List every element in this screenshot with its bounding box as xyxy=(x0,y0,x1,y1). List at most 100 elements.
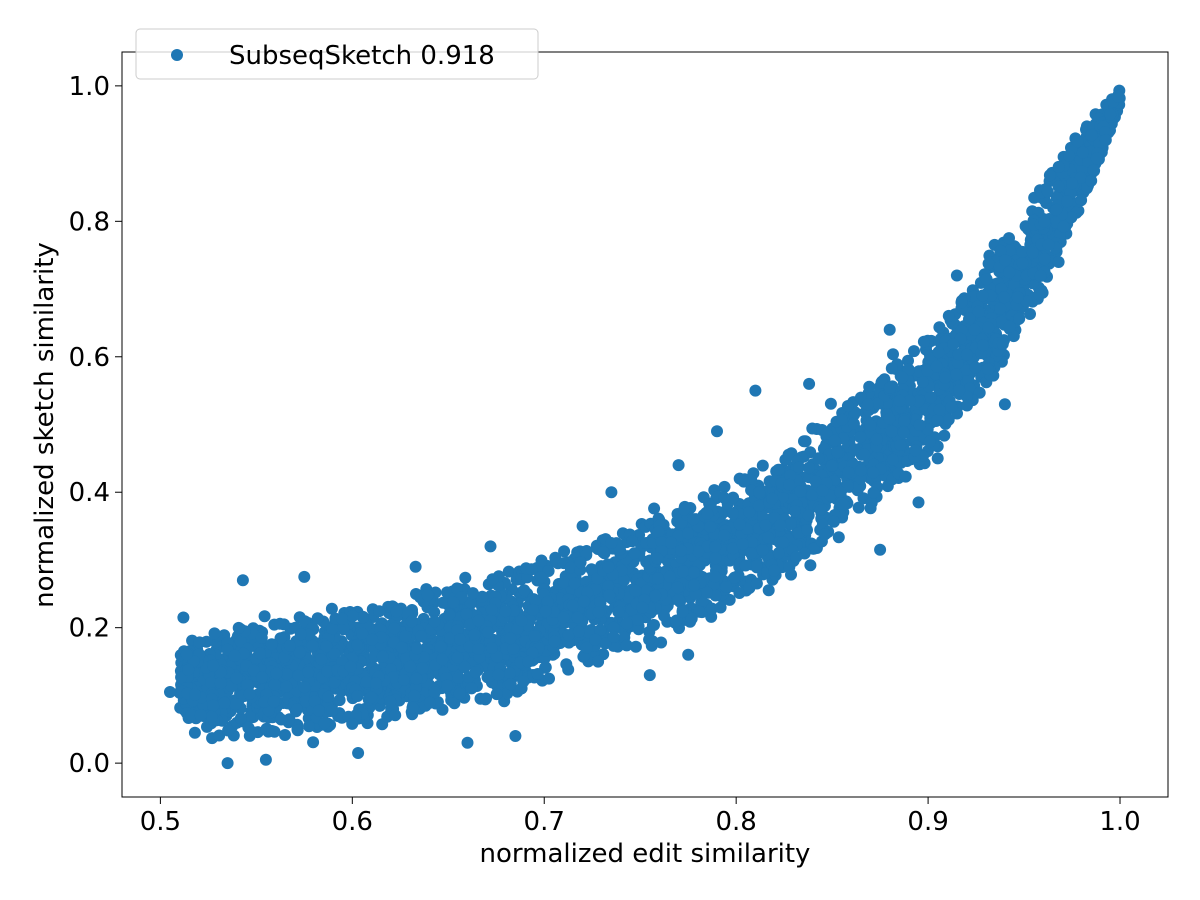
x-tick-label: 0.6 xyxy=(332,807,373,837)
y-tick-label: 0.0 xyxy=(69,749,110,779)
scatter-point xyxy=(469,666,482,679)
scatter-point xyxy=(404,660,417,673)
scatter-point xyxy=(1057,220,1070,233)
scatter-point xyxy=(912,496,925,509)
scatter-point xyxy=(794,485,807,498)
scatter-point xyxy=(1071,135,1084,148)
scatter-point xyxy=(784,469,797,482)
scatter-point xyxy=(388,622,401,635)
scatter-point xyxy=(894,439,907,451)
scatter-point xyxy=(628,547,641,560)
scatter-point xyxy=(453,687,466,700)
scatter-point xyxy=(397,674,410,686)
scatter-point xyxy=(562,629,575,642)
scatter-point xyxy=(636,601,649,614)
scatter-point xyxy=(207,659,220,672)
scatter-point xyxy=(819,528,832,541)
scatter-point xyxy=(762,531,775,544)
scatter-point xyxy=(994,244,1007,257)
scatter-point xyxy=(618,574,630,587)
scatter-point xyxy=(466,587,479,600)
scatter-point xyxy=(444,632,456,645)
scatter-point xyxy=(472,643,485,655)
scatter-point xyxy=(832,531,845,544)
scatter-point xyxy=(640,584,653,597)
scatter-point xyxy=(255,631,268,644)
scatter-point xyxy=(909,444,922,457)
scatter-point xyxy=(539,605,552,618)
scatter-point xyxy=(468,628,481,641)
scatter-point xyxy=(481,626,494,639)
scatter-point xyxy=(812,452,825,465)
scatter-point xyxy=(1099,134,1112,147)
scatter-point xyxy=(405,615,418,628)
scatter-point xyxy=(976,289,989,302)
scatter-point xyxy=(931,452,944,465)
scatter-point xyxy=(268,678,281,691)
scatter-point xyxy=(998,291,1011,304)
scatter-point xyxy=(931,414,944,427)
scatter-point xyxy=(665,536,677,549)
scatter-point xyxy=(315,653,328,666)
x-tick-label: 0.7 xyxy=(524,807,565,837)
scatter-point xyxy=(969,361,982,374)
scatter-point xyxy=(205,676,217,689)
scatter-point xyxy=(968,323,981,336)
scatter-point xyxy=(1050,203,1063,216)
scatter-point xyxy=(522,655,535,668)
scatter-point xyxy=(736,538,749,551)
scatter-point xyxy=(507,642,520,655)
scatter-point xyxy=(535,554,548,567)
scatter-point xyxy=(254,647,266,660)
scatter-point xyxy=(568,577,581,590)
scatter-point xyxy=(193,636,206,649)
scatter-point xyxy=(950,269,963,282)
scatter-point xyxy=(283,639,296,652)
scatter-point xyxy=(476,590,489,603)
scatter-point xyxy=(861,398,874,411)
scatter-point xyxy=(836,413,848,426)
scatter-point xyxy=(1013,312,1026,325)
scatter-point xyxy=(658,609,670,622)
scatter-point xyxy=(268,725,281,738)
y-tick-label: 1.0 xyxy=(69,72,110,102)
scatter-point xyxy=(648,502,661,515)
scatter-point xyxy=(390,605,403,618)
y-tick-label: 0.2 xyxy=(69,614,110,644)
scatter-point xyxy=(1042,238,1055,251)
scatter-point xyxy=(921,364,934,377)
scatter-point xyxy=(1024,308,1036,320)
scatter-point xyxy=(443,608,456,621)
scatter-point xyxy=(423,696,436,709)
scatter-point xyxy=(803,461,815,474)
y-tick-label: 0.8 xyxy=(69,207,110,237)
scatter-point xyxy=(685,612,698,625)
scatter-point xyxy=(643,669,656,682)
plot-area xyxy=(121,51,1169,798)
scatter-point xyxy=(718,480,731,493)
scatter-point xyxy=(408,689,421,702)
scatter-point xyxy=(279,729,291,741)
scatter-point xyxy=(772,546,785,559)
scatter-point xyxy=(603,589,616,602)
scatter-point xyxy=(672,594,685,606)
scatter-point xyxy=(389,709,402,722)
scatter-point xyxy=(837,498,850,511)
scatter-point xyxy=(531,668,544,680)
scatter-point xyxy=(842,466,855,479)
scatter-point xyxy=(566,599,579,612)
scatter-point xyxy=(259,753,272,766)
scatter-point xyxy=(472,614,485,627)
legend-marker xyxy=(171,49,183,61)
scatter-point xyxy=(672,459,685,472)
scatter-point xyxy=(847,417,860,430)
scatter-point xyxy=(312,704,325,717)
scatter-point xyxy=(356,627,369,640)
scatter-point xyxy=(306,639,319,652)
x-axis-label: normalized edit similarity xyxy=(480,839,811,869)
scatter-point xyxy=(994,302,1007,315)
scatter-point xyxy=(589,633,602,646)
scatter-point xyxy=(947,338,960,351)
scatter-point xyxy=(743,506,756,519)
scatter-point xyxy=(646,536,659,549)
